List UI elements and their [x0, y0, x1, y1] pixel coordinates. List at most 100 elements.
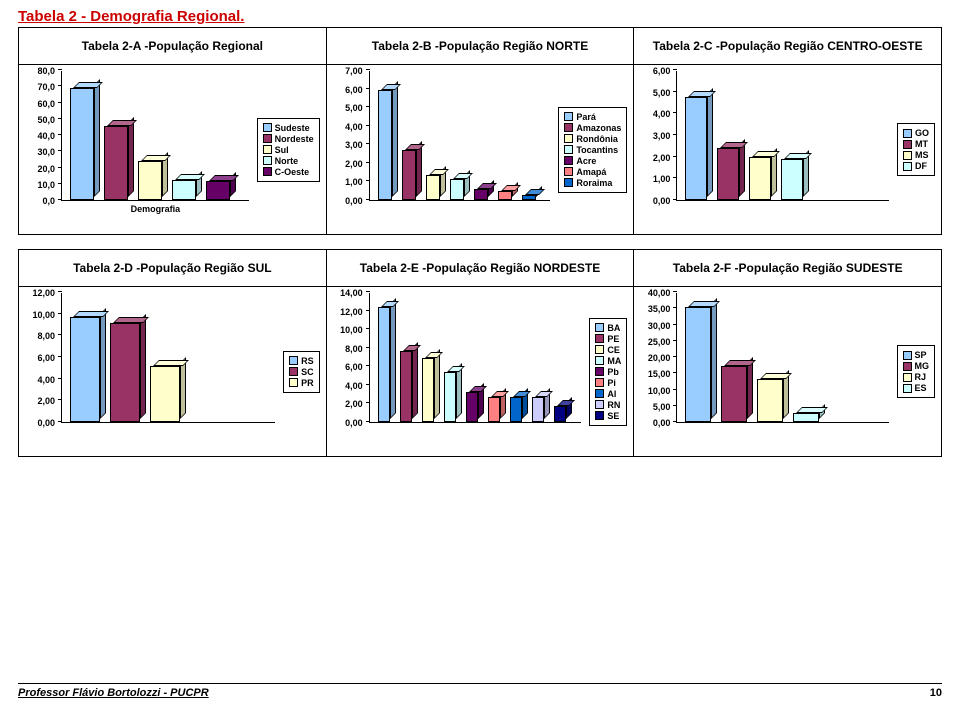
legend-item: Pará	[564, 112, 621, 122]
legend-label: Amapá	[576, 167, 606, 177]
bar	[522, 189, 542, 200]
hdr-r2c2: Tabela 2-E -População Região NORDESTE	[326, 250, 634, 286]
legend-label: Pi	[607, 378, 616, 388]
legend-item: DF	[903, 161, 929, 171]
bar	[757, 373, 789, 422]
legend-label: Tocantins	[576, 145, 618, 155]
y-axis: 0,002,004,006,008,0010,0012,0014,00	[333, 293, 365, 423]
bar	[70, 311, 106, 422]
header-row-2: Tabela 2-D -População Região SUL Tabela …	[18, 249, 942, 287]
y-tick-label: 6,00	[37, 353, 55, 363]
legend-label: MA	[607, 356, 621, 366]
bar	[450, 173, 470, 200]
y-tick-label: 5,00	[653, 402, 671, 412]
legend-swatch	[595, 389, 604, 398]
legend-item: Sul	[263, 145, 314, 155]
y-tick-label: 10,00	[340, 325, 363, 335]
legend-label: CE	[607, 345, 620, 355]
legend-label: Rondônia	[576, 134, 618, 144]
legend-item: Sudeste	[263, 123, 314, 133]
legend-swatch	[263, 167, 272, 176]
legend-label: Roraima	[576, 178, 612, 188]
bar	[793, 407, 825, 422]
legend-label: C-Oeste	[275, 167, 310, 177]
legend-label: Al	[607, 389, 616, 399]
bar	[685, 301, 717, 422]
chart-r1c1: 0,010,020,030,040,050,060,070,080,0Demog…	[18, 65, 326, 234]
legend-swatch	[903, 362, 912, 371]
legend-swatch	[564, 178, 573, 187]
y-axis: 0,001,002,003,004,005,006,007,00	[333, 71, 365, 201]
y-tick-label: 12,00	[32, 288, 55, 298]
legend-swatch	[595, 367, 604, 376]
y-axis: 0,002,004,006,008,0010,0012,00	[25, 293, 57, 423]
y-tick-label: 60,0	[37, 99, 55, 109]
y-tick-label: 15,00	[648, 369, 671, 379]
y-tick-label: 5,00	[653, 88, 671, 98]
legend-swatch	[595, 323, 604, 332]
chart-r1c3: 0,001,002,003,004,005,006,00GOMTMSDF	[633, 65, 942, 234]
y-tick-label: 0,00	[653, 196, 671, 206]
hdr-r1c1: Tabela 2-A -População Regional	[18, 28, 326, 64]
y-tick-label: 30,00	[648, 321, 671, 331]
legend-label: MT	[915, 139, 928, 149]
legend-label: MG	[915, 361, 930, 371]
bars-area	[676, 71, 889, 201]
legend-label: SP	[915, 350, 927, 360]
legend-label: RS	[301, 356, 314, 366]
legend-item: BA	[595, 323, 621, 333]
legend-label: Nordeste	[275, 134, 314, 144]
legend-item: MA	[595, 356, 621, 366]
legend-item: C-Oeste	[263, 167, 314, 177]
legend-swatch	[564, 167, 573, 176]
legend-label: ES	[915, 383, 927, 393]
legend-item: Al	[595, 389, 621, 399]
bar	[378, 301, 396, 422]
bar	[444, 366, 462, 422]
y-tick-label: 8,00	[37, 331, 55, 341]
legend-swatch	[263, 145, 272, 154]
chart-row-1: 0,010,020,030,040,050,060,070,080,0Demog…	[18, 65, 942, 235]
hdr-r2c3: Tabela 2-F -População Região SUDESTE	[633, 250, 942, 286]
y-tick-label: 40,00	[648, 288, 671, 298]
legend-item: RN	[595, 400, 621, 410]
bar	[781, 153, 809, 200]
bar	[422, 352, 440, 422]
legend-item: Nordeste	[263, 134, 314, 144]
bar	[474, 183, 494, 200]
legend-label: DF	[915, 161, 927, 171]
legend-swatch	[595, 400, 604, 409]
y-tick-label: 1,00	[345, 177, 363, 187]
bars-area	[369, 71, 551, 201]
legend-swatch	[263, 156, 272, 165]
legend-label: Pará	[576, 112, 596, 122]
y-tick-label: 50,0	[37, 115, 55, 125]
legend-label: MS	[915, 150, 929, 160]
legend-label: Amazonas	[576, 123, 621, 133]
legend-label: GO	[915, 128, 929, 138]
legend-label: RJ	[915, 372, 927, 382]
y-tick-label: 0,00	[37, 418, 55, 428]
bars-area	[61, 293, 275, 423]
y-tick-label: 0,00	[345, 418, 363, 428]
legend-label: Sudeste	[275, 123, 310, 133]
y-tick-label: 4,00	[345, 381, 363, 391]
bar	[510, 391, 528, 422]
y-tick-label: 1,00	[653, 174, 671, 184]
y-tick-label: 20,00	[648, 353, 671, 363]
y-tick-label: 2,00	[345, 399, 363, 409]
legend: SPMGRJES	[897, 345, 936, 398]
legend-swatch	[289, 367, 298, 376]
y-tick-label: 4,00	[37, 375, 55, 385]
y-tick-label: 10,0	[37, 180, 55, 190]
legend-swatch	[263, 134, 272, 143]
legend-swatch	[564, 156, 573, 165]
y-tick-label: 7,00	[345, 66, 363, 76]
bar	[488, 391, 506, 422]
legend-swatch	[564, 134, 573, 143]
legend-swatch	[903, 351, 912, 360]
bar	[554, 400, 572, 422]
legend: ParáAmazonasRondôniaTocantinsAcreAmapáRo…	[558, 107, 627, 193]
legend-item: MS	[903, 150, 929, 160]
bars-area	[369, 293, 582, 423]
